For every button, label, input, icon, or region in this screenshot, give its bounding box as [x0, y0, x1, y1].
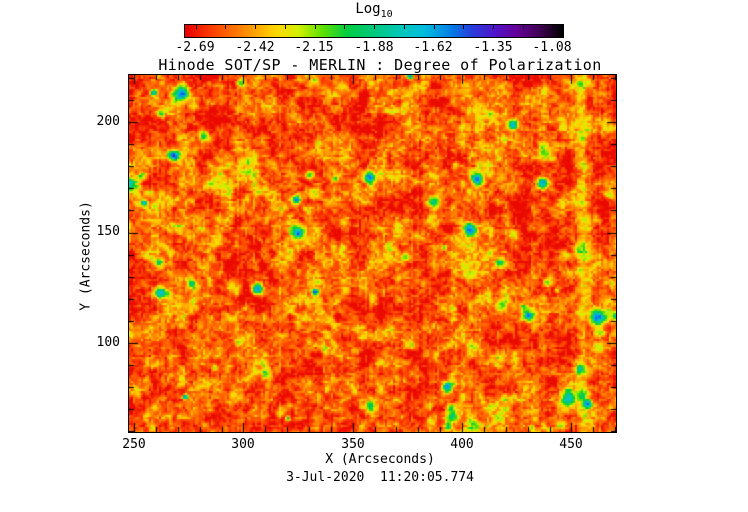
y-axis-tick-label: 100	[96, 335, 120, 350]
x-axis-tick-label: 400	[450, 437, 474, 452]
x-axis-tick-label: 450	[559, 437, 583, 452]
colorbar-title-text: Log	[355, 1, 381, 17]
x-axis-tick-label: 350	[341, 437, 365, 452]
x-axis-tick-label: 300	[231, 437, 255, 452]
colorbar-minor-tick	[374, 25, 375, 29]
colorbar-tick-label: -1.62	[413, 40, 453, 55]
x-axis-label: X (Arcseconds)	[325, 452, 435, 467]
colorbar-minor-tick	[225, 25, 227, 29]
colorbar-tick-label: -2.69	[175, 40, 215, 55]
colorbar-minor-tick	[403, 25, 405, 29]
colorbar-tick-labels: -2.69 -2.42 -2.15 -1.88 -1.62 -1.35 -1.0…	[0, 40, 748, 55]
colorbar-minor-tick	[195, 25, 197, 29]
colorbar-minor-tick	[522, 25, 524, 29]
colorbar-minor-tick	[493, 25, 494, 29]
colorbar-tick-label: -2.42	[235, 40, 275, 55]
colorbar-tick-label: -2.15	[294, 40, 334, 55]
colorbar-tick-label: -1.88	[354, 40, 394, 55]
y-axis-tick-label: 150	[96, 224, 120, 239]
heatmap-canvas	[129, 75, 616, 432]
y-axis-label: Y (Arcseconds)	[78, 201, 94, 311]
colorbar-minor-tick	[284, 25, 286, 29]
colorbar-minor-tick	[433, 25, 435, 29]
observation-timestamp: 3-Jul-2020 11:20:05.774	[286, 470, 474, 485]
colorbar-minor-tick	[552, 25, 554, 29]
x-axis-tick-label: 250	[122, 437, 146, 452]
colorbar-minor-tick	[255, 25, 256, 29]
colorbar-title-subscript: 10	[380, 8, 393, 20]
chart-title: Hinode SOT/SP - MERLIN : Degree of Polar…	[158, 56, 602, 74]
colorbar-title: Log10	[185, 1, 563, 20]
colorbar-minor-tick	[344, 25, 346, 29]
colorbar-tick-label: -1.35	[473, 40, 513, 55]
colorbar-minor-tick	[314, 25, 316, 29]
y-axis-tick-label: 200	[96, 114, 120, 129]
colorbar-minor-tick	[463, 25, 465, 29]
colorbar-gradient	[184, 24, 564, 38]
colorbar-tick-label: -1.08	[532, 40, 572, 55]
heatmap-plot-area	[128, 74, 617, 433]
